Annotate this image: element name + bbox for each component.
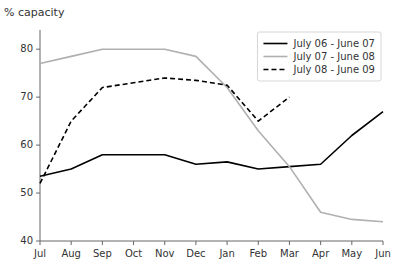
x-tick-label: Jun: [374, 248, 391, 259]
legend-label: July 07 - June 08: [292, 51, 375, 62]
y-tick: [36, 241, 40, 242]
x-tick: [102, 241, 103, 245]
x-tick-label: Apr: [312, 248, 330, 259]
y-tick-label: 70: [20, 91, 33, 102]
x-tick-label: Sep: [93, 248, 112, 259]
x-tick: [227, 241, 228, 245]
x-tick-label: Jan: [218, 248, 234, 259]
x-tick-label: Dec: [186, 248, 205, 259]
x-tick-label: May: [341, 248, 362, 259]
x-tick: [289, 241, 290, 245]
legend-label: July 06 - June 07: [292, 38, 375, 49]
x-tick-label: Feb: [249, 248, 267, 259]
series-line: [40, 78, 289, 184]
y-tick: [36, 145, 40, 146]
x-tick-label: Jul: [33, 248, 46, 259]
legend-swatch: [263, 69, 287, 71]
y-tick-label: 60: [20, 139, 33, 150]
x-tick: [164, 241, 165, 245]
x-tick-label: Aug: [61, 248, 81, 259]
y-tick: [36, 49, 40, 50]
y-axis-line: [40, 30, 41, 241]
y-tick-label: 80: [20, 43, 33, 54]
x-tick-label: Mar: [280, 248, 300, 259]
legend-swatch: [263, 43, 287, 45]
legend: July 06 - June 07 July 07 - June 08 July 0…: [257, 32, 381, 81]
series-line: [40, 112, 383, 177]
y-axis-label: % capacity: [4, 6, 65, 19]
x-tick-label: Oct: [125, 248, 142, 259]
x-tick: [258, 241, 259, 245]
x-tick: [133, 241, 134, 245]
x-axis-line: [40, 241, 383, 242]
y-tick-label: 50: [20, 187, 33, 198]
x-tick: [40, 241, 41, 245]
axes: 40 50 60 70 80 Jul Aug Sep Oct Nov Dec Jan Feb Mar Apr…: [20, 30, 391, 259]
x-tick: [71, 241, 72, 245]
x-tick: [195, 241, 196, 245]
x-tick: [351, 241, 352, 245]
legend-label: July 08 - June 09: [292, 64, 375, 75]
x-tick: [383, 241, 384, 245]
chart: % capacity 40 50 60 70 80 Jul Aug Sep Oct Nov Dec Ja…: [0, 0, 397, 265]
y-tick-label: 40: [20, 235, 33, 246]
legend-swatch: [263, 56, 287, 58]
legend-box: [257, 32, 381, 81]
x-tick-label: Nov: [155, 248, 175, 259]
x-tick: [320, 241, 321, 245]
y-tick: [36, 97, 40, 98]
y-tick: [36, 193, 40, 194]
